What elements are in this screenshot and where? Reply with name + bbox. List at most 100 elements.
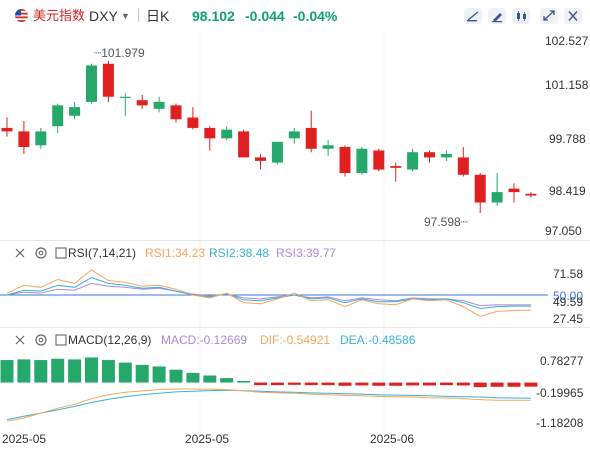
rsi-series [0,269,548,317]
macd-bar [355,382,369,386]
macd-bar [507,382,521,387]
candle-body [457,157,469,175]
macd-bar [270,382,284,386]
indicator-select-icon[interactable] [54,246,68,260]
price-change: -0.044 [245,8,285,24]
collapse-icon[interactable] [13,246,27,260]
rsi-axis-label: 49.59 [553,295,584,309]
candle-body [491,192,503,203]
candle-body [221,129,233,139]
rsi-axis-label: 27.45 [553,312,584,326]
candle-body [187,117,199,128]
macd-bar [490,382,504,387]
candle-body [407,152,419,170]
time-axis-label: 2025-06 [370,432,415,446]
macd-axis-label: 0.78277 [540,354,584,368]
candle-body [339,147,351,174]
chart-header: 美元指数 DXY ▼ 日K 98.102 -0.044 -0.04% [0,0,590,30]
candle-body [508,188,520,193]
macd-bar [372,382,386,386]
symbol-selector[interactable]: DXY [89,8,118,24]
dif-value: DIF:-0.54921 [260,333,331,347]
candle-body [102,63,114,97]
macd-bar [186,372,200,383]
candle-body [356,148,368,174]
macd-bar [389,382,403,386]
collapse-icon[interactable] [13,333,27,347]
instrument-name[interactable]: 美元指数 [33,8,86,23]
price-change-pct: -0.04% [293,8,338,24]
close-icon[interactable] [564,8,582,24]
rsi3-value: RSI3:39.77 [276,246,337,260]
dea-value: DEA:-0.48586 [340,333,416,347]
candle-body [238,131,250,158]
candle-body [474,174,486,203]
macd-bar [0,360,14,383]
candle-body [373,150,385,170]
candle-body [119,96,131,98]
chevron-down-icon[interactable]: ▼ [121,11,130,21]
candle-body [322,145,334,149]
macd-header: MACD(12,26,9) MACD:-0.12669 DIF:-0.54921… [0,333,590,351]
macd-bar [439,382,453,386]
dea-line [6,389,531,421]
candle-body [18,131,30,148]
candle-body [255,157,266,161]
candle-type-icon[interactable] [512,8,530,24]
last-price: 98.102 [192,8,235,24]
macd-bar [321,382,335,386]
low-price-marker: 97.598┈ [424,215,468,229]
candle-body [1,127,13,132]
macd-axis-label: -1.18208 [536,416,584,430]
macd-bar [237,380,251,383]
price-axis-label: 101.158 [545,78,589,92]
macd-bar [406,382,420,386]
macd-bar [524,382,538,387]
candle-body [424,152,435,158]
macd-bar [254,382,267,386]
macd-bar [135,364,149,383]
rsi1-value: RSI1:34.23 [145,246,206,260]
settings-icon[interactable] [34,246,48,260]
rsi2-line [6,277,531,310]
macd-bar [118,362,132,383]
macd-axis-label: -0.19965 [536,386,584,400]
rsi-title: RSI(7,14,21) [68,246,137,260]
candle-body [390,166,402,168]
macd-bar [473,382,487,388]
candle-body [525,193,537,196]
brush-icon[interactable] [488,8,506,24]
candle-body [440,153,452,158]
dif-line [6,388,531,422]
candle-body [271,141,283,163]
timeframe-selector[interactable]: 日K [146,8,170,24]
candle-body [305,127,317,149]
macd-value: MACD:-0.12669 [161,333,248,347]
macd-bar [51,358,65,383]
rsi-header: RSI(7,14,21) RSI1:34.23 RSI2:38.48 RSI3:… [0,246,590,264]
candle-body [136,100,148,106]
macd-bar [85,357,98,383]
macd-bar [68,359,82,383]
macd-bar [287,382,301,385]
pane-divider [0,240,590,241]
macd-bar [456,382,470,386]
macd-title: MACD(12,26,9) [68,333,152,347]
settings-icon[interactable] [34,333,48,347]
candlestick-series [1,61,537,213]
price-axis-label: 99.788 [549,132,586,146]
rsi-axis-label: 71.58 [553,267,584,281]
indicator-select-icon[interactable] [54,333,68,347]
candle-body [86,65,97,102]
macd-bar [338,382,352,386]
macd-bar [304,382,318,386]
macd-bar [152,366,166,383]
rsi2-value: RSI2:38.48 [209,246,270,260]
line-drawing-icon[interactable] [464,8,482,24]
candle-body [35,131,47,146]
price-axis-label: 98.419 [549,184,586,198]
expand-icon[interactable] [540,8,558,24]
price-axis-label: 102.527 [545,34,589,48]
us-flag-icon [14,9,29,22]
